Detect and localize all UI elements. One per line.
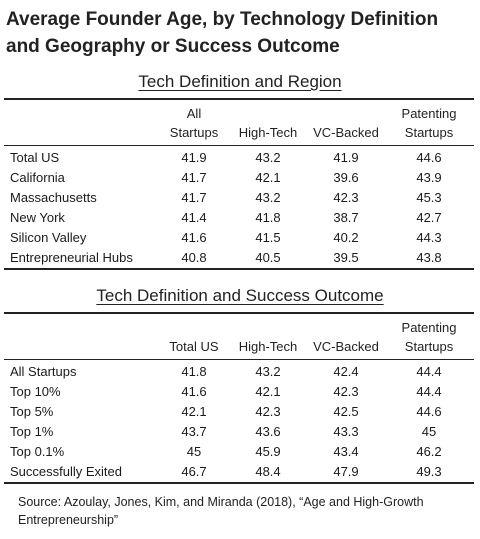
cell-hightech: 43.2: [255, 364, 281, 379]
cell-patent: 46.2: [416, 444, 442, 459]
cell-patent: 49.3: [416, 464, 442, 479]
cell-all: 45: [186, 444, 202, 459]
cell-all: 41.7: [181, 190, 207, 205]
cell-all: 41.8: [181, 364, 207, 379]
table-success: Total US High-Tech VC-Backed Patenting S…: [4, 312, 474, 484]
table2-bottom-rule: [4, 482, 474, 484]
row-label: Massachusetts: [10, 190, 97, 205]
col-header-patent-line2: Startups: [404, 339, 454, 354]
cell-vc: 47.9: [333, 464, 359, 479]
cell-all: 43.7: [181, 424, 207, 439]
cell-hightech: 48.4: [255, 464, 281, 479]
cell-vc: 39.5: [333, 250, 359, 265]
col-header-patent-line1: Patenting: [401, 106, 457, 121]
table2-heading: Tech Definition and Success Outcome: [96, 286, 384, 305]
row-label: Top 10%: [10, 384, 61, 399]
col-header-hightech: High-Tech: [238, 339, 298, 354]
table-row: California 41.7 42.1 39.6 43.9: [4, 168, 474, 188]
cell-all: 46.7: [181, 464, 207, 479]
table-row: Top 10% 41.6 42.1 42.3 44.4: [4, 382, 474, 402]
cell-hightech: 43.2: [255, 190, 281, 205]
cell-patent: 45.3: [416, 190, 442, 205]
cell-vc: 41.9: [333, 150, 359, 165]
col-header-hightech: High-Tech: [238, 125, 298, 140]
row-label: Top 0.1%: [10, 444, 65, 459]
table-row: Top 1% 43.7 43.6 43.3 45: [4, 422, 474, 442]
cell-patent: 45: [421, 424, 437, 439]
table-row: New York 41.4 41.8 38.7 42.7: [4, 208, 474, 228]
cell-all: 41.6: [181, 384, 207, 399]
cell-vc: 42.3: [333, 190, 359, 205]
cell-hightech: 43.6: [255, 424, 281, 439]
cell-vc: 42.4: [333, 364, 359, 379]
table-region: All Startups High-Tech VC-Backed Patenti…: [4, 98, 474, 270]
table-row: Top 0.1% 45 45.9 43.4 46.2: [4, 442, 474, 462]
table-row: Top 5% 42.1 42.3 42.5 44.6: [4, 402, 474, 422]
cell-all: 41.7: [181, 170, 207, 185]
cell-hightech: 42.1: [255, 384, 281, 399]
cell-patent: 43.9: [416, 170, 442, 185]
cell-all: 41.4: [181, 210, 207, 225]
cell-patent: 44.6: [416, 150, 442, 165]
cell-vc: 43.4: [333, 444, 359, 459]
col-header-vc: VC-Backed: [313, 339, 379, 354]
cell-vc: 43.3: [333, 424, 359, 439]
cell-all: 42.1: [181, 404, 207, 419]
row-label: New York: [10, 210, 65, 225]
cell-hightech: 43.2: [255, 150, 281, 165]
cell-hightech: 42.3: [255, 404, 281, 419]
cell-all: 41.9: [181, 150, 207, 165]
cell-hightech: 40.5: [255, 250, 281, 265]
col-header-all-line1: All: [186, 106, 202, 121]
table1-header-rule: [4, 145, 474, 146]
table-row: All Startups 41.8 43.2 42.4 44.4: [4, 362, 474, 382]
cell-vc: 39.6: [333, 170, 359, 185]
table-row: Massachusetts 41.7 43.2 42.3 45.3: [4, 188, 474, 208]
row-label: Successfully Exited: [10, 464, 122, 479]
cell-vc: 40.2: [333, 230, 359, 245]
col-header-all-line2: Startups: [169, 125, 219, 140]
cell-vc: 38.7: [333, 210, 359, 225]
col-header-vc: VC-Backed: [313, 125, 379, 140]
table1-top-rule: [4, 98, 474, 100]
table-row: Total US 41.9 43.2 41.9 44.6: [4, 148, 474, 168]
cell-vc: 42.3: [333, 384, 359, 399]
table-row: Entrepreneurial Hubs 40.8 40.5 39.5 43.8: [4, 248, 474, 268]
row-label: Silicon Valley: [10, 230, 87, 245]
cell-hightech: 41.5: [255, 230, 281, 245]
cell-patent: 42.7: [416, 210, 442, 225]
row-label: Top 5%: [10, 404, 54, 419]
cell-patent: 43.8: [416, 250, 442, 265]
cell-hightech: 42.1: [255, 170, 281, 185]
table1-bottom-rule: [4, 268, 474, 270]
table-row: Silicon Valley 41.6 41.5 40.2 44.3: [4, 228, 474, 248]
page-title: Average Founder Age, by Technology Defin…: [6, 9, 439, 57]
cell-vc: 42.5: [333, 404, 359, 419]
cell-all: 41.6: [181, 230, 207, 245]
table1-heading: Tech Definition and Region: [138, 72, 342, 91]
table2-header-rule: [4, 359, 474, 360]
col-header-total: Total US: [169, 339, 219, 354]
row-label: All Startups: [10, 364, 77, 379]
row-label: Top 1%: [10, 424, 54, 439]
col-header-patent-line2: Startups: [404, 125, 454, 140]
table2-top-rule: [4, 312, 474, 314]
cell-patent: 44.6: [416, 404, 442, 419]
cell-patent: 44.4: [416, 384, 442, 399]
row-label: California: [10, 170, 65, 185]
table-row: Successfully Exited 46.7 48.4 47.9 49.3: [4, 462, 474, 482]
cell-hightech: 41.8: [255, 210, 281, 225]
cell-patent: 44.4: [416, 364, 442, 379]
row-label: Entrepreneurial Hubs: [10, 250, 133, 265]
cell-all: 40.8: [181, 250, 207, 265]
cell-patent: 44.3: [416, 230, 442, 245]
col-header-patent-line1: Patenting: [401, 320, 457, 335]
source-note: Source: Azoulay, Jones, Kim, and Miranda…: [18, 495, 424, 527]
cell-hightech: 45.9: [255, 444, 281, 459]
row-label: Total US: [10, 150, 60, 165]
